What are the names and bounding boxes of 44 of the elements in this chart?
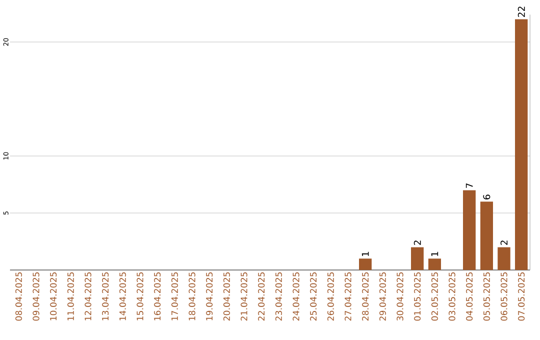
x-tick-label: 24.04.2025 <box>292 272 300 321</box>
x-tick-label: 26.04.2025 <box>327 272 334 321</box>
x-tick-label: 30.04.2025 <box>396 272 404 321</box>
x-tick-label: 06.05.2025 <box>500 272 508 321</box>
x-tick-label: 13.04.2025 <box>102 272 109 320</box>
data-label: 1 <box>431 252 438 256</box>
x-tick-label: 19.04.2025 <box>206 272 213 320</box>
bar <box>359 258 372 270</box>
bar <box>498 247 510 270</box>
x-tick-label: 07.05.2025 <box>518 272 525 321</box>
data-label: 22 <box>518 6 525 17</box>
x-tick-label: 21.04.2025 <box>240 272 248 321</box>
bar <box>480 202 493 270</box>
x-tick-label: 25.04.2025 <box>310 272 317 321</box>
x-tick-label: 05.05.2025 <box>483 272 490 321</box>
bar <box>515 19 528 270</box>
x-tick-label: 11.04.2025 <box>67 272 74 320</box>
x-tick-label: 14.04.2025 <box>119 272 126 320</box>
bar <box>462 190 476 270</box>
x-tick-label: 01.05.2025 <box>414 272 421 321</box>
data-label: 7 <box>466 183 473 188</box>
x-tick-label: 04.05.2025 <box>466 272 473 321</box>
x-tick-label: 29.04.2025 <box>379 272 386 321</box>
x-tick-label: 27.04.2025 <box>344 272 352 321</box>
data-label: 1 <box>362 252 369 256</box>
x-tick-label: 20.04.2025 <box>223 272 230 321</box>
x-tick-label: 16.04.2025 <box>154 272 161 320</box>
x-tick-label: 10.04.2025 <box>50 272 57 320</box>
x-tick-label: 08.04.2025 <box>15 272 22 321</box>
x-tick-label: 28.04.2025 <box>362 272 369 321</box>
x-tick-label: 03.05.2025 <box>448 272 456 321</box>
x-tick-label: 09.04.2025 <box>32 272 40 321</box>
x-tick-label: 18.04.2025 <box>188 272 196 320</box>
bar <box>410 247 424 270</box>
x-tick-label: 15.04.2025 <box>136 272 144 320</box>
bar <box>428 258 441 270</box>
x-tick-label: 12.04.2025 <box>84 272 92 320</box>
x-tick-label: 02.05.2025 <box>431 272 438 321</box>
data-label: 2 <box>414 240 421 245</box>
data-label: 2 <box>500 240 508 245</box>
x-tick-label: 17.04.2025 <box>171 272 178 320</box>
x-tick-label: 22.04.2025 <box>258 272 265 321</box>
x-tick-label: 23.04.2025 <box>275 272 282 321</box>
data-label: 6 <box>483 194 490 200</box>
